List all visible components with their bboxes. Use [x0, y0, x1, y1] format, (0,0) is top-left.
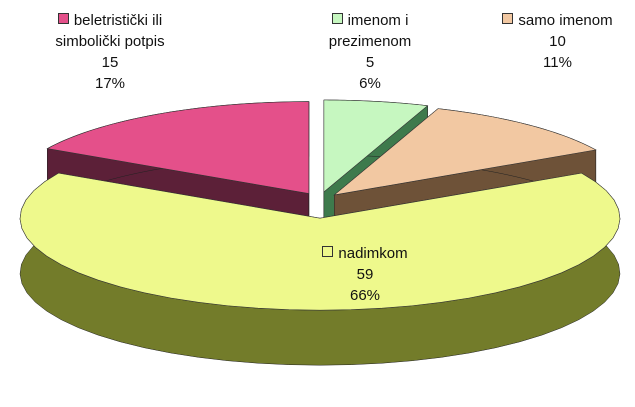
- legend-swatch: [57, 13, 69, 24]
- slice-top: [323, 99, 429, 193]
- slice-top: [19, 172, 621, 311]
- category-label: imenom i prezimenom: [328, 12, 412, 50]
- category-label: beletristički ili simbolički potpis: [55, 12, 165, 50]
- value-label: 5: [365, 54, 375, 71]
- slice-top: [333, 108, 597, 196]
- slice: [19, 172, 621, 366]
- data-label: beletristički ili simbolički potpis 15 17%: [35, 10, 185, 94]
- data-label: samo imenom 10 11%: [480, 10, 635, 73]
- percent-label: 11%: [543, 54, 572, 71]
- value-label: 15: [101, 54, 119, 71]
- slice-top: [46, 101, 310, 194]
- data-label: nadimkom 59 66%: [300, 243, 430, 306]
- value-label: 59: [356, 266, 374, 283]
- data-label: imenom i prezimenom 5 6%: [315, 10, 425, 94]
- percent-label: 17%: [94, 75, 126, 92]
- category-label: nadimkom: [338, 245, 408, 262]
- value-label: 10: [549, 33, 566, 50]
- legend-swatch: [322, 246, 334, 257]
- percent-label: 66%: [349, 287, 381, 304]
- legend-swatch: [331, 13, 343, 24]
- percent-label: 6%: [359, 75, 381, 92]
- legend-swatch: [502, 13, 514, 24]
- category-label: samo imenom: [518, 12, 613, 29]
